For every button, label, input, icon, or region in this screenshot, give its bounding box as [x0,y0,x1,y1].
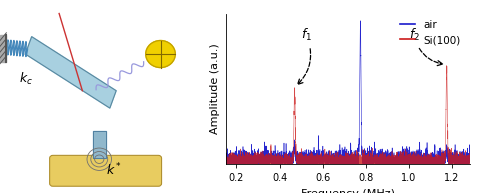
Text: $f_1$: $f_1$ [298,27,312,84]
Y-axis label: Amplitude (a.u.): Amplitude (a.u.) [210,43,220,134]
Circle shape [146,41,175,68]
X-axis label: Frequency (MHz): Frequency (MHz) [301,189,395,193]
Text: $f_2$: $f_2$ [408,27,443,66]
Polygon shape [93,131,106,158]
FancyBboxPatch shape [49,155,162,186]
Polygon shape [25,37,116,108]
Legend: air, Si(100): air, Si(100) [396,16,465,49]
Text: $k_c$: $k_c$ [19,71,33,87]
Text: $k^*$: $k^*$ [106,162,122,179]
Polygon shape [0,35,6,62]
